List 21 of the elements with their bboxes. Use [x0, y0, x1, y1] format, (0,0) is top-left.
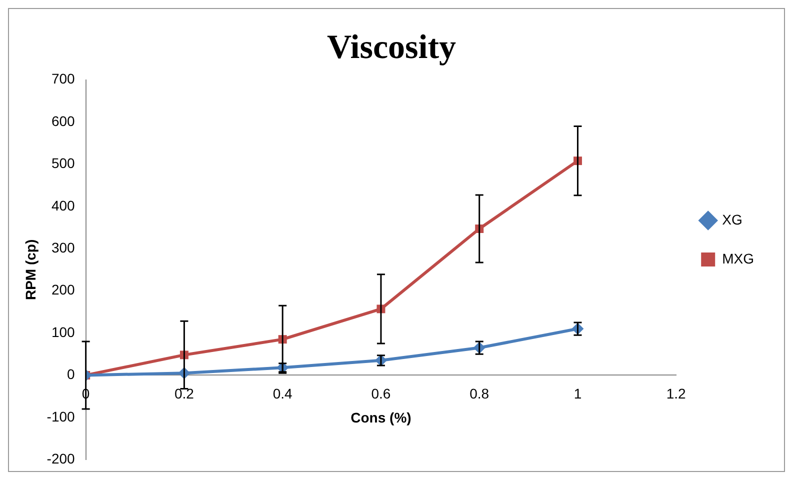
chart-title: Viscosity	[326, 29, 456, 66]
y-tick-label: 200	[51, 282, 76, 298]
y-tick-label: -100	[46, 408, 76, 424]
x-axis-title: Cons (%)	[350, 409, 412, 426]
x-tick-label: 1.2	[666, 385, 686, 402]
x-tick-label: 0.2	[174, 385, 194, 402]
x-tick-label: 0.8	[470, 385, 490, 402]
y-tick-label: 500	[51, 155, 76, 172]
y-tick-label: 700	[51, 70, 76, 87]
y-tick-label: 600	[51, 112, 76, 129]
x-tick-label: 0.6	[371, 385, 391, 402]
y-tick-label: 100	[51, 324, 76, 340]
legend-label: XG	[722, 211, 742, 228]
y-tick-label: -200	[46, 450, 76, 466]
x-tick-label: 0.4	[272, 385, 293, 402]
x-tick-label: 1	[574, 385, 582, 402]
y-tick-label: 0	[67, 366, 76, 382]
y-axis-title: RPM (cp)	[22, 239, 38, 300]
y-tick-label: 300	[51, 239, 76, 256]
legend-label: MXG	[722, 250, 754, 266]
y-tick-label: 400	[51, 197, 76, 214]
